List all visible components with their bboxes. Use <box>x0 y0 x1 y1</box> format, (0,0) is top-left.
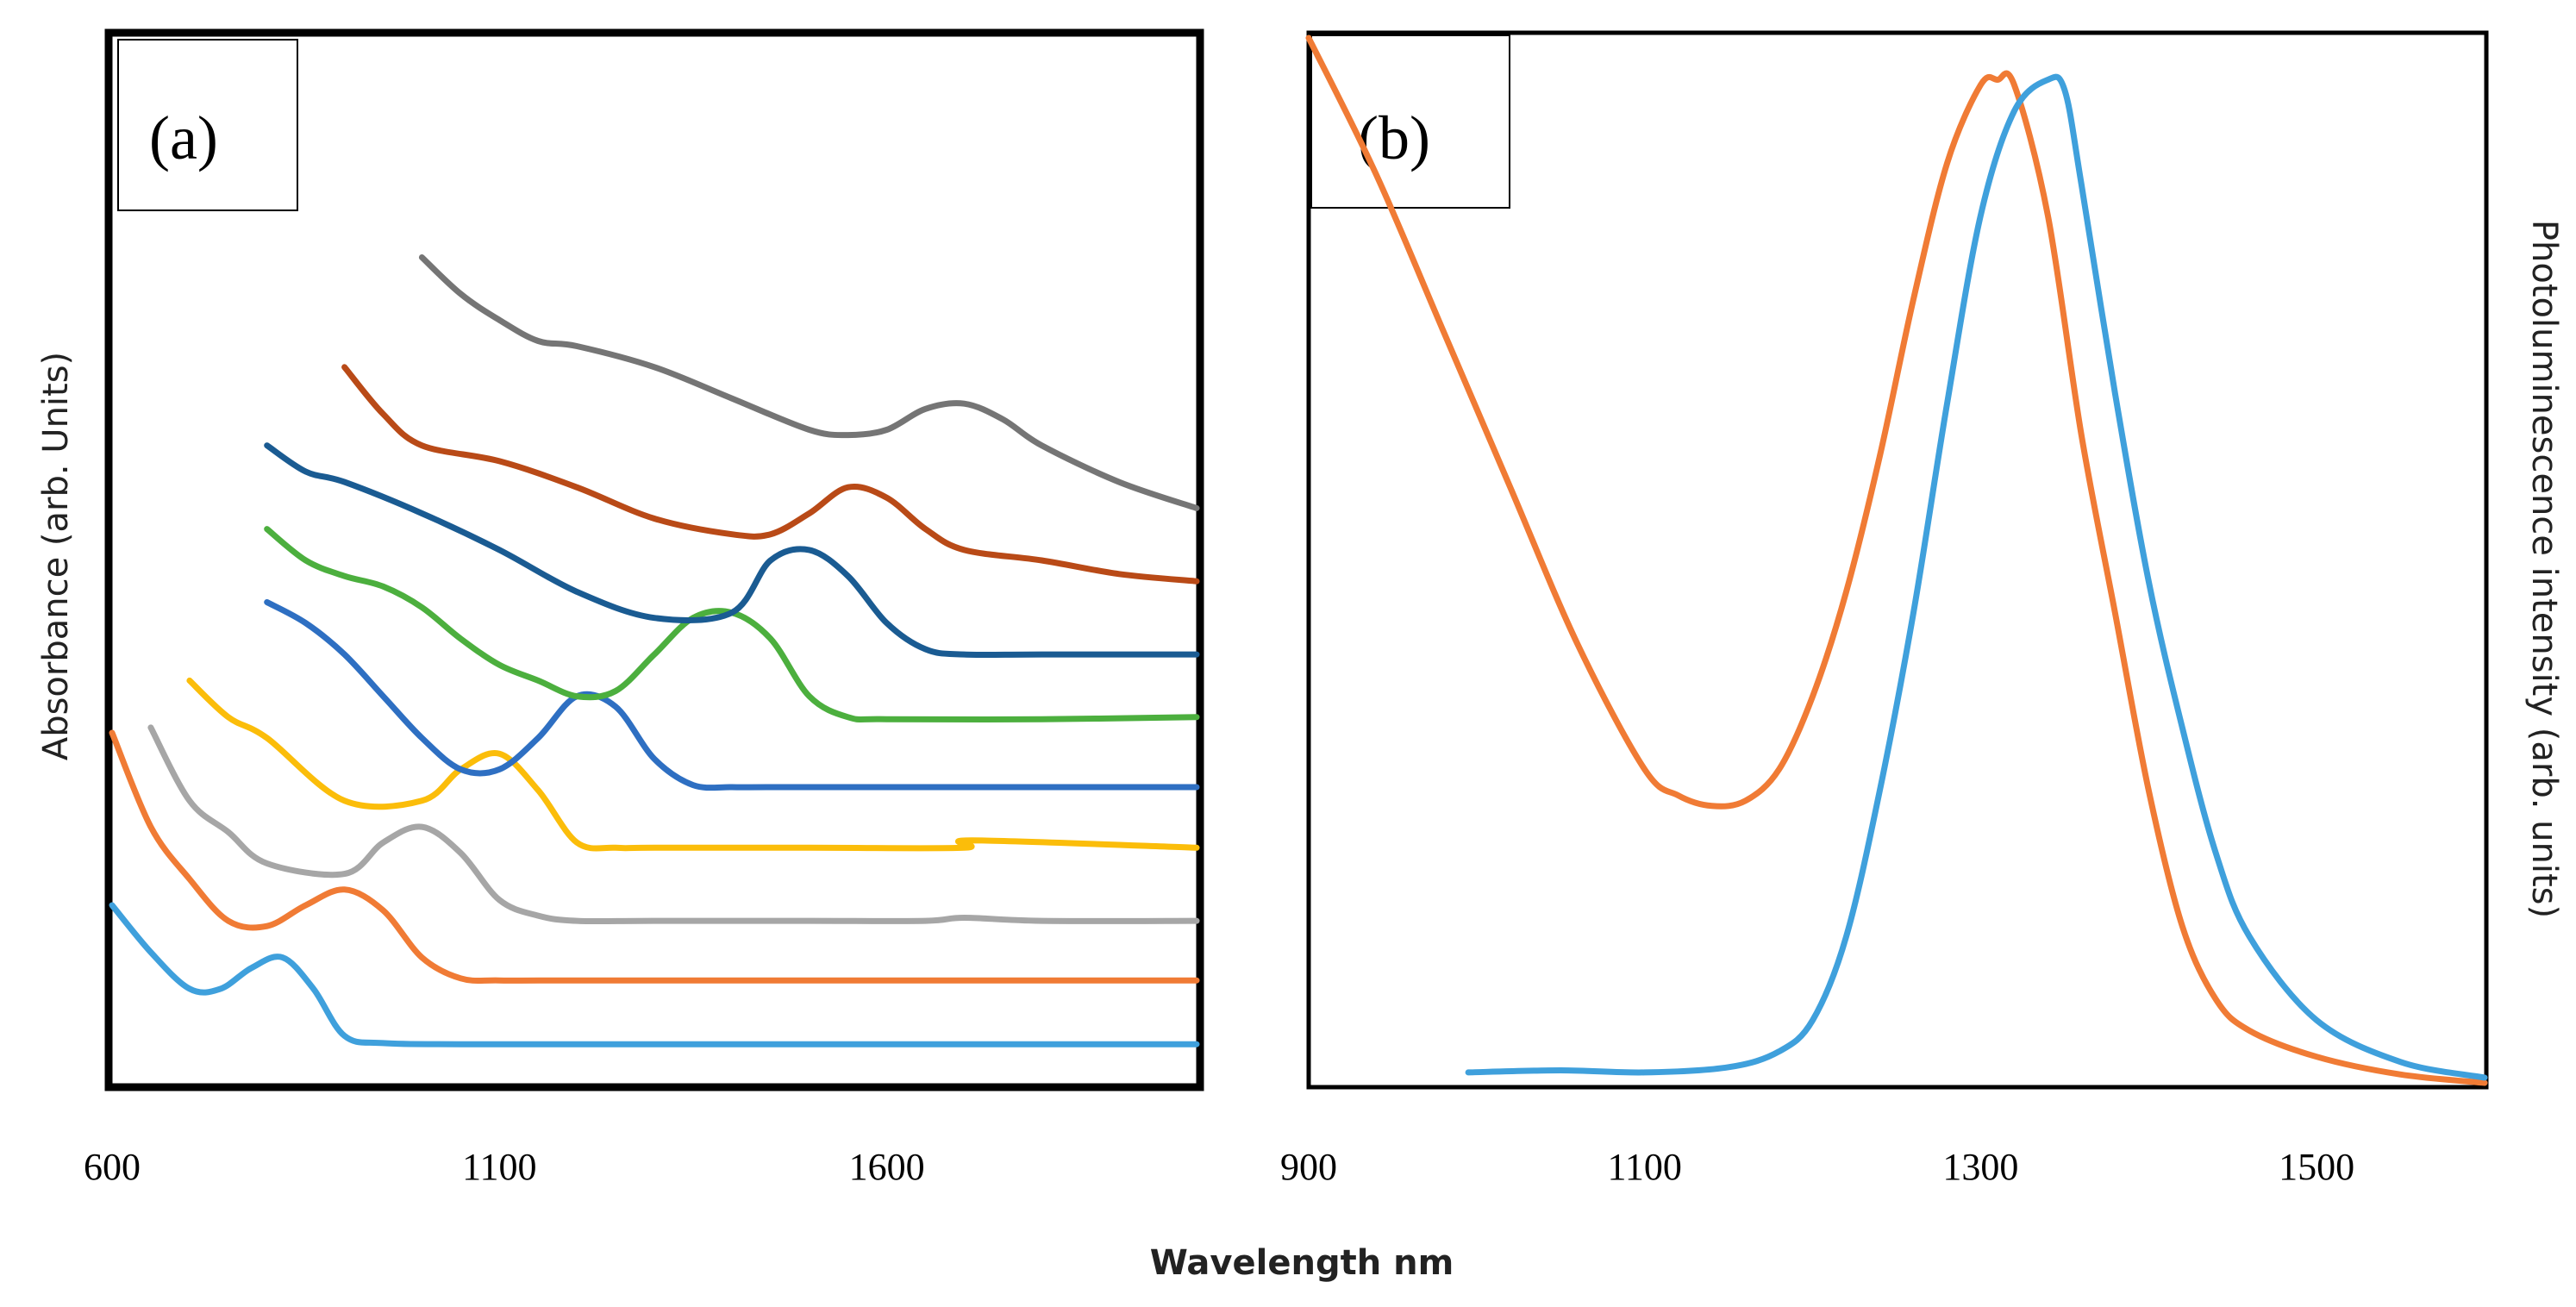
panel-b: (b) 900 1100 1300 1500 Photoluminescence in… <box>1280 30 2564 1188</box>
x-tick-label: 1600 <box>849 1146 925 1188</box>
series-line-s8 <box>341 364 1200 585</box>
x-tick-label: 900 <box>1280 1146 1337 1188</box>
series-line-s7 <box>264 442 1200 659</box>
series-line-photoluminescence <box>1465 73 2488 1081</box>
panel-b-y-axis-title: Photoluminescence intensity (arb. units) <box>2524 220 2564 918</box>
series-line-absorbance <box>1305 34 2488 1086</box>
x-tick-label: 1500 <box>2279 1146 2354 1188</box>
panel-b-curves <box>1305 34 2488 1086</box>
panel-b-x-ticks: 900 1100 1300 1500 <box>1280 1146 2354 1188</box>
x-tick-label: 1100 <box>1608 1146 1682 1188</box>
panel-a-curves <box>109 254 1200 1047</box>
panel-b-label-box <box>1310 34 1510 209</box>
series-line-s9 <box>418 254 1200 511</box>
panel-a-y-axis-title: Absorbance (arb. Units) <box>36 352 76 760</box>
panel-a: (a) 600 1100 1600 Absorbance (arb. Units) <box>36 28 1204 1188</box>
x-tick-label: 600 <box>84 1146 141 1188</box>
series-line-s6 <box>264 526 1200 722</box>
series-line-s2 <box>109 729 1200 984</box>
series-line-s1 <box>109 902 1200 1047</box>
x-tick-label: 1300 <box>1942 1146 2018 1188</box>
series-line-s3 <box>147 724 1200 925</box>
panel-a-x-ticks: 600 1100 1600 <box>84 1146 925 1188</box>
x-tick-label: 1100 <box>462 1146 536 1188</box>
panel-a-label: (a) <box>149 103 218 172</box>
series-line-s4 <box>186 677 1200 852</box>
x-axis-title: Wavelength nm <box>1150 1243 1454 1283</box>
panel-a-label-box <box>117 39 298 211</box>
